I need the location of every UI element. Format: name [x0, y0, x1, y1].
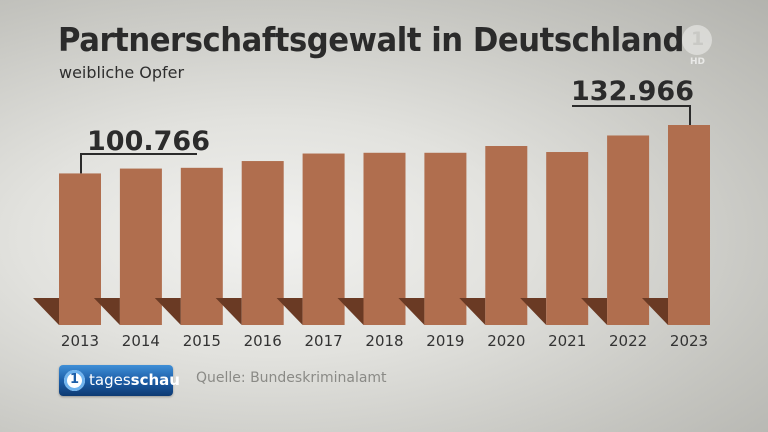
bar-shadow [642, 298, 668, 325]
bar-2022 [607, 135, 650, 325]
tagesschau-logo-icon: 1 [64, 370, 85, 391]
x-tick-label: 2018 [365, 332, 403, 350]
ard-logo-icon: 1 [682, 25, 712, 55]
bar-2021 [546, 152, 589, 325]
bar-2018 [363, 152, 406, 325]
hd-label: HD [690, 57, 706, 67]
x-tick-label: 2013 [61, 332, 99, 350]
bar-2016 [241, 161, 284, 325]
bar-shadow [398, 298, 425, 325]
x-tick-label: 2015 [183, 332, 221, 350]
x-tick-label: 2023 [670, 332, 708, 350]
ard-logo-numeral: 1 [691, 28, 705, 50]
bar-shadow [337, 298, 364, 325]
x-tick-label: 2014 [122, 332, 160, 350]
annotation-leader-line [572, 105, 691, 125]
annotation-label-2023: 132.966 [571, 76, 694, 107]
bar-shadow [520, 298, 547, 325]
x-tick-label: 2019 [426, 332, 464, 350]
bar-2023 [668, 125, 710, 325]
chart-title: Partnerschaftsgewalt in Deutschland [58, 20, 684, 59]
bar-2013 [59, 173, 101, 325]
x-tick-label: 2020 [487, 332, 525, 350]
chart-subtitle: weibliche Opfer [59, 63, 185, 82]
bar-shadow [581, 298, 608, 325]
x-tick-label: 2017 [305, 332, 343, 350]
source-note: Quelle: Bundeskriminalamt [196, 370, 387, 386]
bar-shadow [459, 298, 486, 325]
bar-shadow [215, 298, 242, 325]
x-tick-label: 2022 [609, 332, 647, 350]
x-tick-label: 2021 [548, 332, 586, 350]
tagesschau-badge: 1 tagesschau [59, 365, 180, 396]
bar-shadow [276, 298, 303, 325]
bar-shadow [33, 298, 59, 325]
bar-2017 [302, 153, 345, 325]
bar-2015 [180, 167, 223, 325]
annotation-label-2013: 100.766 [87, 126, 210, 157]
bar-shadow [93, 298, 120, 325]
wordmark-bold: schau [130, 371, 180, 389]
wordmark-light: tages [89, 371, 131, 389]
bar-2014 [119, 168, 162, 325]
bar-2019 [424, 152, 467, 325]
bar-shadow [154, 298, 181, 325]
bar-2020 [485, 146, 528, 325]
annotation-leader-line [80, 153, 197, 174]
tagesschau-logo-numeral: 1 [70, 372, 80, 387]
x-tick-label: 2016 [244, 332, 282, 350]
tagesschau-wordmark: tagesschau [89, 371, 180, 389]
